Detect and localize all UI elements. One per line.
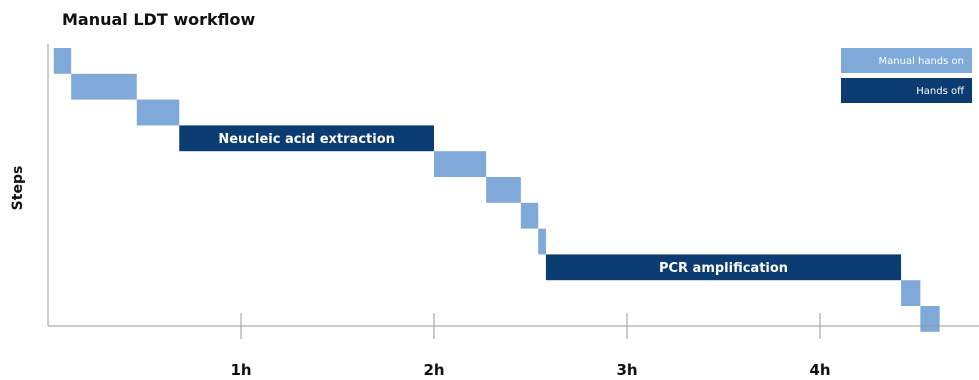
x-tick-label-3h: 3h xyxy=(616,361,637,379)
step-bar-1 xyxy=(53,48,72,74)
step-bar-7 xyxy=(520,202,539,229)
legend-label-auto: Hands off xyxy=(916,86,965,97)
legend-label-manual: Manual hands on xyxy=(878,56,964,67)
x-tick-label-4h: 4h xyxy=(809,361,830,379)
step-bar-11 xyxy=(920,306,940,332)
step-bar-3 xyxy=(136,99,180,126)
step-bar-2 xyxy=(71,73,137,100)
legend-swatch-manual xyxy=(841,48,972,73)
bars-layer: Neucleic acid extraction PCR amplificatio… xyxy=(53,48,940,332)
y-axis-label: Steps xyxy=(10,166,26,211)
step-bar-6 xyxy=(486,177,521,203)
ticks-layer: 1h 2h 3h 4h xyxy=(230,313,831,379)
step-bar-9 xyxy=(545,254,902,281)
step-bar-label-9: PCR amplification xyxy=(659,261,788,276)
legend: Manual hands on Hands off xyxy=(841,48,972,103)
x-tick-label-1h: 1h xyxy=(230,361,251,379)
step-bar-label-4: Neucleic acid extraction xyxy=(218,132,395,147)
step-bar-4 xyxy=(179,125,434,152)
legend-swatch-auto xyxy=(841,78,972,103)
chart-title: Manual LDT workflow xyxy=(62,10,256,29)
step-bar-10 xyxy=(901,280,921,306)
step-bar-8 xyxy=(538,228,546,255)
x-tick-label-2h: 2h xyxy=(423,361,444,379)
step-bar-5 xyxy=(434,151,487,177)
axes-layer xyxy=(47,44,979,327)
